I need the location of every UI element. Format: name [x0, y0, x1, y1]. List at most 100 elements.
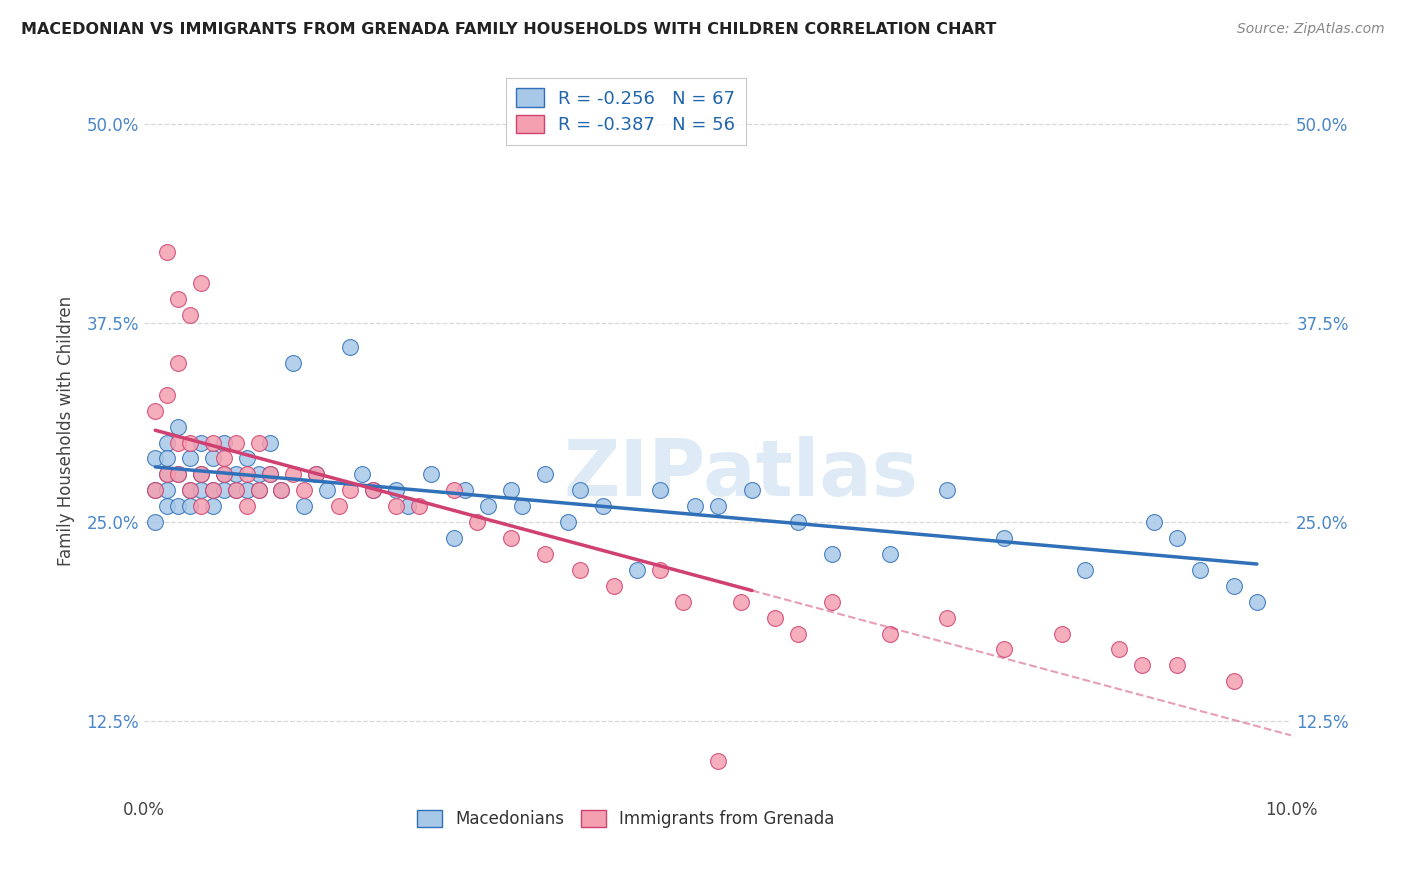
Point	[167, 467, 190, 482]
Point	[201, 435, 224, 450]
Point	[1143, 515, 1166, 529]
Point	[730, 595, 752, 609]
Point	[328, 499, 350, 513]
Point	[1108, 642, 1130, 657]
Point	[936, 483, 959, 498]
Point	[350, 467, 373, 482]
Point	[201, 451, 224, 466]
Point	[706, 499, 728, 513]
Point	[592, 499, 614, 513]
Point	[305, 467, 328, 482]
Point	[763, 610, 786, 624]
Point	[179, 451, 201, 466]
Point	[236, 467, 259, 482]
Point	[316, 483, 339, 498]
Point	[672, 595, 695, 609]
Point	[1223, 674, 1246, 689]
Point	[650, 563, 672, 577]
Point	[247, 467, 270, 482]
Point	[1166, 658, 1188, 673]
Point	[190, 467, 212, 482]
Point	[212, 483, 235, 498]
Point	[156, 499, 179, 513]
Point	[499, 531, 522, 545]
Point	[339, 340, 361, 354]
Point	[879, 626, 901, 640]
Point	[179, 435, 201, 450]
Point	[281, 467, 304, 482]
Point	[385, 483, 408, 498]
Point	[143, 483, 166, 498]
Point	[201, 483, 224, 498]
Point	[179, 483, 201, 498]
Point	[201, 483, 224, 498]
Point	[1166, 531, 1188, 545]
Point	[650, 483, 672, 498]
Point	[993, 531, 1015, 545]
Point	[270, 483, 292, 498]
Point	[385, 499, 408, 513]
Point	[156, 435, 179, 450]
Point	[465, 515, 488, 529]
Point	[270, 483, 292, 498]
Point	[499, 483, 522, 498]
Point	[190, 277, 212, 291]
Point	[190, 499, 212, 513]
Point	[156, 467, 179, 482]
Point	[993, 642, 1015, 657]
Point	[821, 547, 844, 561]
Point	[534, 467, 557, 482]
Point	[143, 403, 166, 417]
Point	[156, 388, 179, 402]
Point	[143, 483, 166, 498]
Point	[1130, 658, 1153, 673]
Point	[294, 499, 316, 513]
Point	[1188, 563, 1211, 577]
Point	[236, 451, 259, 466]
Point	[179, 308, 201, 322]
Point	[225, 435, 247, 450]
Point	[879, 547, 901, 561]
Point	[156, 483, 179, 498]
Point	[259, 467, 281, 482]
Legend: Macedonians, Immigrants from Grenada: Macedonians, Immigrants from Grenada	[411, 804, 841, 835]
Point	[212, 467, 235, 482]
Point	[225, 483, 247, 498]
Text: MACEDONIAN VS IMMIGRANTS FROM GRENADA FAMILY HOUSEHOLDS WITH CHILDREN CORRELATIO: MACEDONIAN VS IMMIGRANTS FROM GRENADA FA…	[21, 22, 997, 37]
Point	[706, 754, 728, 768]
Point	[419, 467, 441, 482]
Point	[247, 435, 270, 450]
Point	[259, 467, 281, 482]
Point	[1074, 563, 1097, 577]
Point	[167, 499, 190, 513]
Point	[477, 499, 499, 513]
Point	[361, 483, 384, 498]
Point	[179, 483, 201, 498]
Point	[143, 451, 166, 466]
Point	[247, 483, 270, 498]
Point	[339, 483, 361, 498]
Point	[167, 293, 190, 307]
Point	[1246, 595, 1268, 609]
Point	[247, 483, 270, 498]
Point	[534, 547, 557, 561]
Point	[626, 563, 648, 577]
Point	[603, 579, 626, 593]
Point	[557, 515, 579, 529]
Point	[259, 435, 281, 450]
Point	[143, 515, 166, 529]
Point	[167, 467, 190, 482]
Point	[236, 499, 259, 513]
Point	[156, 467, 179, 482]
Point	[212, 451, 235, 466]
Text: Source: ZipAtlas.com: Source: ZipAtlas.com	[1237, 22, 1385, 37]
Point	[396, 499, 419, 513]
Point	[294, 483, 316, 498]
Point	[190, 435, 212, 450]
Point	[454, 483, 477, 498]
Point	[443, 531, 465, 545]
Point	[786, 626, 808, 640]
Point	[568, 563, 591, 577]
Point	[936, 610, 959, 624]
Point	[167, 356, 190, 370]
